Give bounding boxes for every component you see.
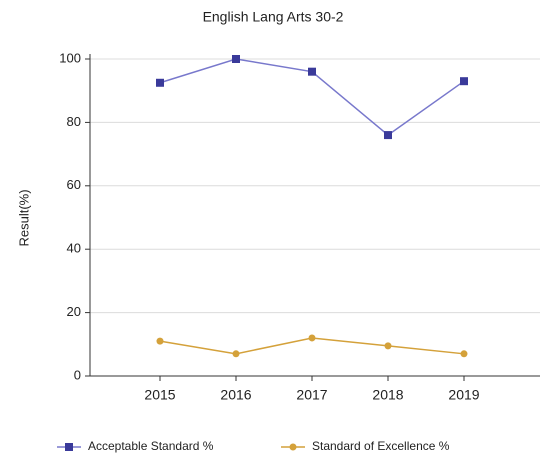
legend-label: Acceptable Standard % — [88, 439, 214, 453]
y-axis-label: Result(%) — [16, 189, 31, 246]
chart-title: English Lang Arts 30-2 — [203, 9, 344, 25]
point-marker — [156, 337, 164, 345]
x-tick-label: 2016 — [220, 387, 251, 403]
point-marker — [232, 350, 240, 358]
y-tick-label: 0 — [74, 367, 81, 382]
point-marker — [308, 67, 316, 76]
point-marker — [460, 350, 468, 358]
x-tick-label: 2017 — [296, 387, 327, 403]
point-marker — [232, 55, 240, 63]
point-marker — [460, 77, 468, 86]
y-tick-label: 20 — [67, 304, 81, 319]
legend-marker — [289, 443, 297, 451]
y-tick-label: 100 — [59, 50, 81, 65]
x-tick-label: 2019 — [448, 387, 479, 403]
point-marker — [308, 334, 316, 342]
y-tick-label: 60 — [67, 177, 81, 192]
x-tick-label: 2018 — [372, 387, 403, 403]
x-tick-label: 2015 — [144, 387, 175, 403]
y-tick-label: 40 — [67, 241, 81, 256]
point-marker — [384, 342, 392, 350]
legend-marker — [65, 443, 73, 451]
y-tick-label: 80 — [67, 114, 81, 129]
point-marker — [156, 78, 164, 87]
point-marker — [384, 131, 392, 140]
legend-label: Standard of Excellence % — [312, 439, 450, 453]
